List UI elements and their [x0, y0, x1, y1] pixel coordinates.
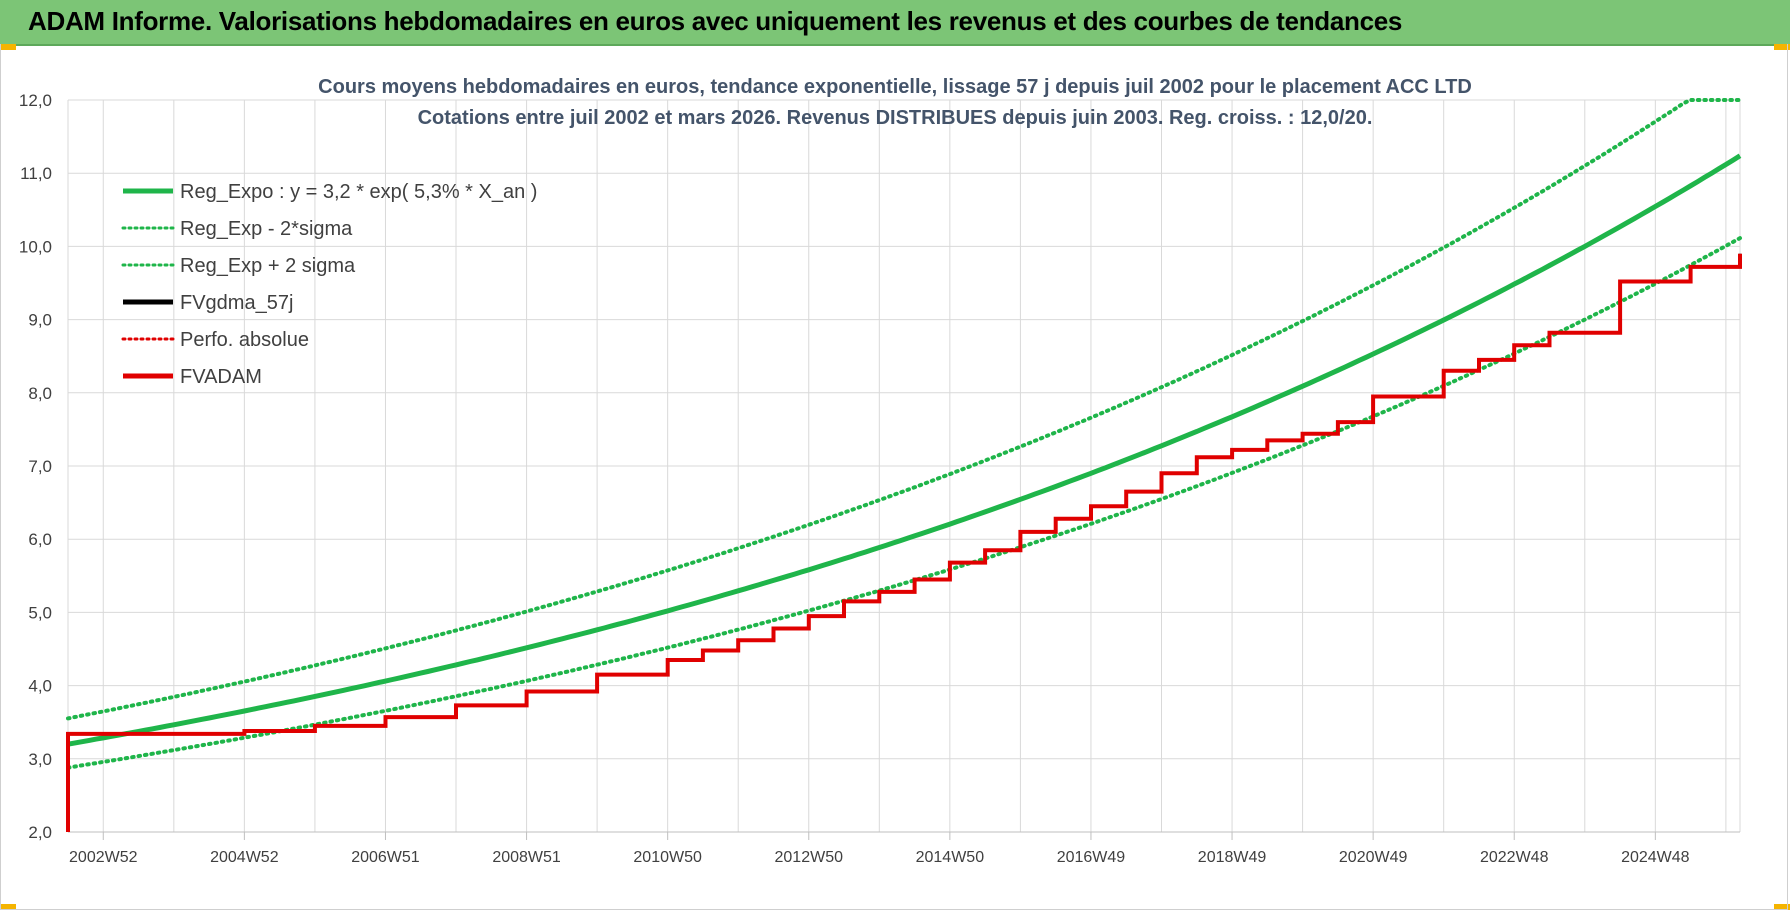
series-fvgdma-57j [66, 253, 1742, 832]
corner-marker [0, 904, 16, 910]
legend-label: FVgdma_57j [180, 292, 293, 314]
y-tick-label: 12,0 [19, 91, 52, 110]
x-tick-label: 2002W52 [69, 849, 138, 866]
y-tick-label: 2,0 [28, 823, 52, 842]
x-tick-label: 2018W49 [1198, 849, 1267, 866]
x-tick-label: 2022W48 [1480, 849, 1549, 866]
legend-label: Reg_Exp - 2*sigma [180, 218, 353, 240]
x-tick-label: 2010W50 [633, 849, 702, 866]
legend-label: Reg_Exp + 2 sigma [180, 255, 356, 277]
series-fvadam [66, 253, 1742, 832]
series-reg-exp-minus-2sigma [66, 236, 1742, 770]
y-tick-label: 10,0 [19, 237, 52, 256]
y-tick-label: 8,0 [28, 384, 52, 403]
page-title: ADAM Informe. Valorisations hebdomadaire… [28, 6, 1403, 36]
chart-title: Cours moyens hebdomadaires en euros, ten… [318, 76, 1472, 98]
series-reg-exp-plus-2sigma [66, 98, 1742, 721]
series-reg-expo [67, 153, 1742, 747]
legend-label: Perfo. absolue [180, 329, 309, 351]
x-tick-label: 2004W52 [210, 849, 279, 866]
x-tick-label: 2024W48 [1621, 849, 1690, 866]
corner-marker [1774, 44, 1790, 50]
chart-subtitle: Cotations entre juil 2002 et mars 2026. … [418, 107, 1373, 129]
x-tick-label: 2016W49 [1057, 849, 1126, 866]
x-tick-label: 2020W49 [1339, 849, 1408, 866]
corner-marker [0, 44, 16, 50]
y-axis: 2,0 3,0 4,0 5,0 6,0 7,0 8,0 9,0 10,0 11,0 12,0 [19, 91, 52, 842]
y-tick-label: 5,0 [28, 603, 52, 622]
plot-area [66, 98, 1742, 832]
chart-frame [0, 44, 1788, 910]
x-tick-label: 2014W50 [916, 849, 985, 866]
y-tick-label: 7,0 [28, 457, 52, 476]
y-tick-label: 9,0 [28, 311, 52, 330]
legend-label: FVADAM [180, 366, 262, 388]
y-tick-label: 3,0 [28, 750, 52, 769]
chart-grid [67, 99, 1741, 833]
legend: Reg_Expo : y = 3,2 * exp( 5,3% * X_an ) R… [121, 181, 537, 388]
x-axis: 2002W52 2004W52 2006W51 2008W51 2010W50 2012W… [69, 832, 1690, 866]
y-tick-label: 11,0 [20, 164, 52, 183]
y-tick-label: 6,0 [28, 530, 52, 549]
x-tick-label: 2012W50 [775, 849, 844, 866]
legend-label: Reg_Expo : y = 3,2 * exp( 5,3% * X_an ) [180, 181, 537, 203]
x-tick-label: 2006W51 [351, 849, 420, 866]
header-band: ADAM Informe. Valorisations hebdomadaire… [0, 0, 1790, 46]
y-tick-label: 4,0 [28, 677, 52, 696]
corner-marker [1774, 904, 1790, 910]
x-tick-label: 2008W51 [492, 849, 561, 866]
